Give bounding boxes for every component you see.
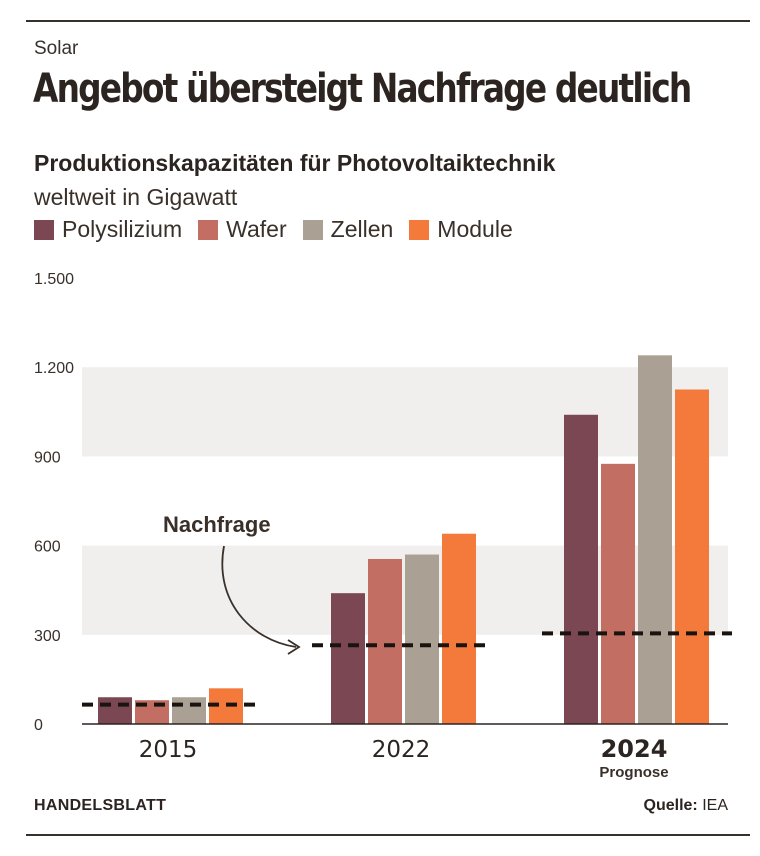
legend-swatch-polysilizium [34, 219, 54, 240]
legend-label-zellen: Zellen [330, 216, 394, 242]
bar-zellen-2022 [405, 554, 439, 724]
chart-unit: weltweit in Gigawatt [34, 184, 238, 210]
bar-zellen-2015 [172, 697, 206, 724]
y-tick-label: 1.200 [34, 360, 74, 377]
brand-label: HANDELSBLATT [34, 797, 167, 814]
grid-band [82, 367, 728, 457]
bar-chart: 0 300 600 900 1.200 1.500 Nachfrage 2015 2022 202… [34, 271, 732, 781]
legend-swatch-module [409, 219, 430, 240]
x-tick-note-2024: Prognose [599, 764, 668, 781]
bar-zellen-2024 [638, 355, 672, 724]
source-label: Quelle: [643, 797, 698, 814]
chart-title: Produktionskapazitäten für Photovoltaikt… [34, 150, 556, 176]
bar-polysilizium-2024 [564, 414, 598, 724]
legend-label-wafer: Wafer [226, 216, 287, 242]
y-tick-label: 300 [34, 628, 61, 645]
legend-label-polysilizium: Polysilizium [62, 216, 183, 242]
headline: Angebot übersteigt Nachfrage deutlich [33, 66, 692, 112]
kicker: Solar [34, 38, 79, 59]
bar-polysilizium-2015 [98, 697, 132, 724]
annotation-arrow [221, 545, 297, 648]
demand-annotation-label: Nachfrage [163, 512, 271, 537]
bottom-rule [26, 834, 750, 836]
bar-module-2024 [675, 389, 709, 724]
bar-module-2022 [442, 533, 476, 724]
source-value: IEA [702, 797, 728, 814]
legend-swatch-zellen [302, 219, 323, 240]
legend-swatch-wafer [198, 219, 219, 240]
annotation-arrowhead [287, 639, 301, 655]
legend-item-zellen: Zellen [302, 216, 394, 243]
y-tick-label: 0 [34, 717, 43, 734]
y-tick-label: 900 [34, 449, 61, 466]
legend-item-polysilizium: Polysilizium [34, 216, 182, 243]
legend: Polysilizium Wafer Zellen Module [34, 216, 529, 243]
legend-item-module: Module [409, 216, 513, 243]
x-tick-label-2024: 2024 [601, 735, 668, 763]
top-rule [26, 20, 750, 22]
legend-item-wafer: Wafer [198, 216, 287, 243]
y-tick-label: 600 [34, 539, 61, 556]
bar-wafer-2022 [368, 558, 402, 724]
legend-label-module: Module [437, 216, 513, 242]
source-note: Quelle: IEA [644, 797, 728, 815]
y-tick-label: 1.500 [34, 271, 74, 288]
x-tick-label-2022: 2022 [372, 737, 431, 763]
x-tick-label-2015: 2015 [139, 737, 198, 763]
bar-wafer-2024 [601, 463, 635, 724]
bar-polysilizium-2022 [331, 593, 365, 724]
